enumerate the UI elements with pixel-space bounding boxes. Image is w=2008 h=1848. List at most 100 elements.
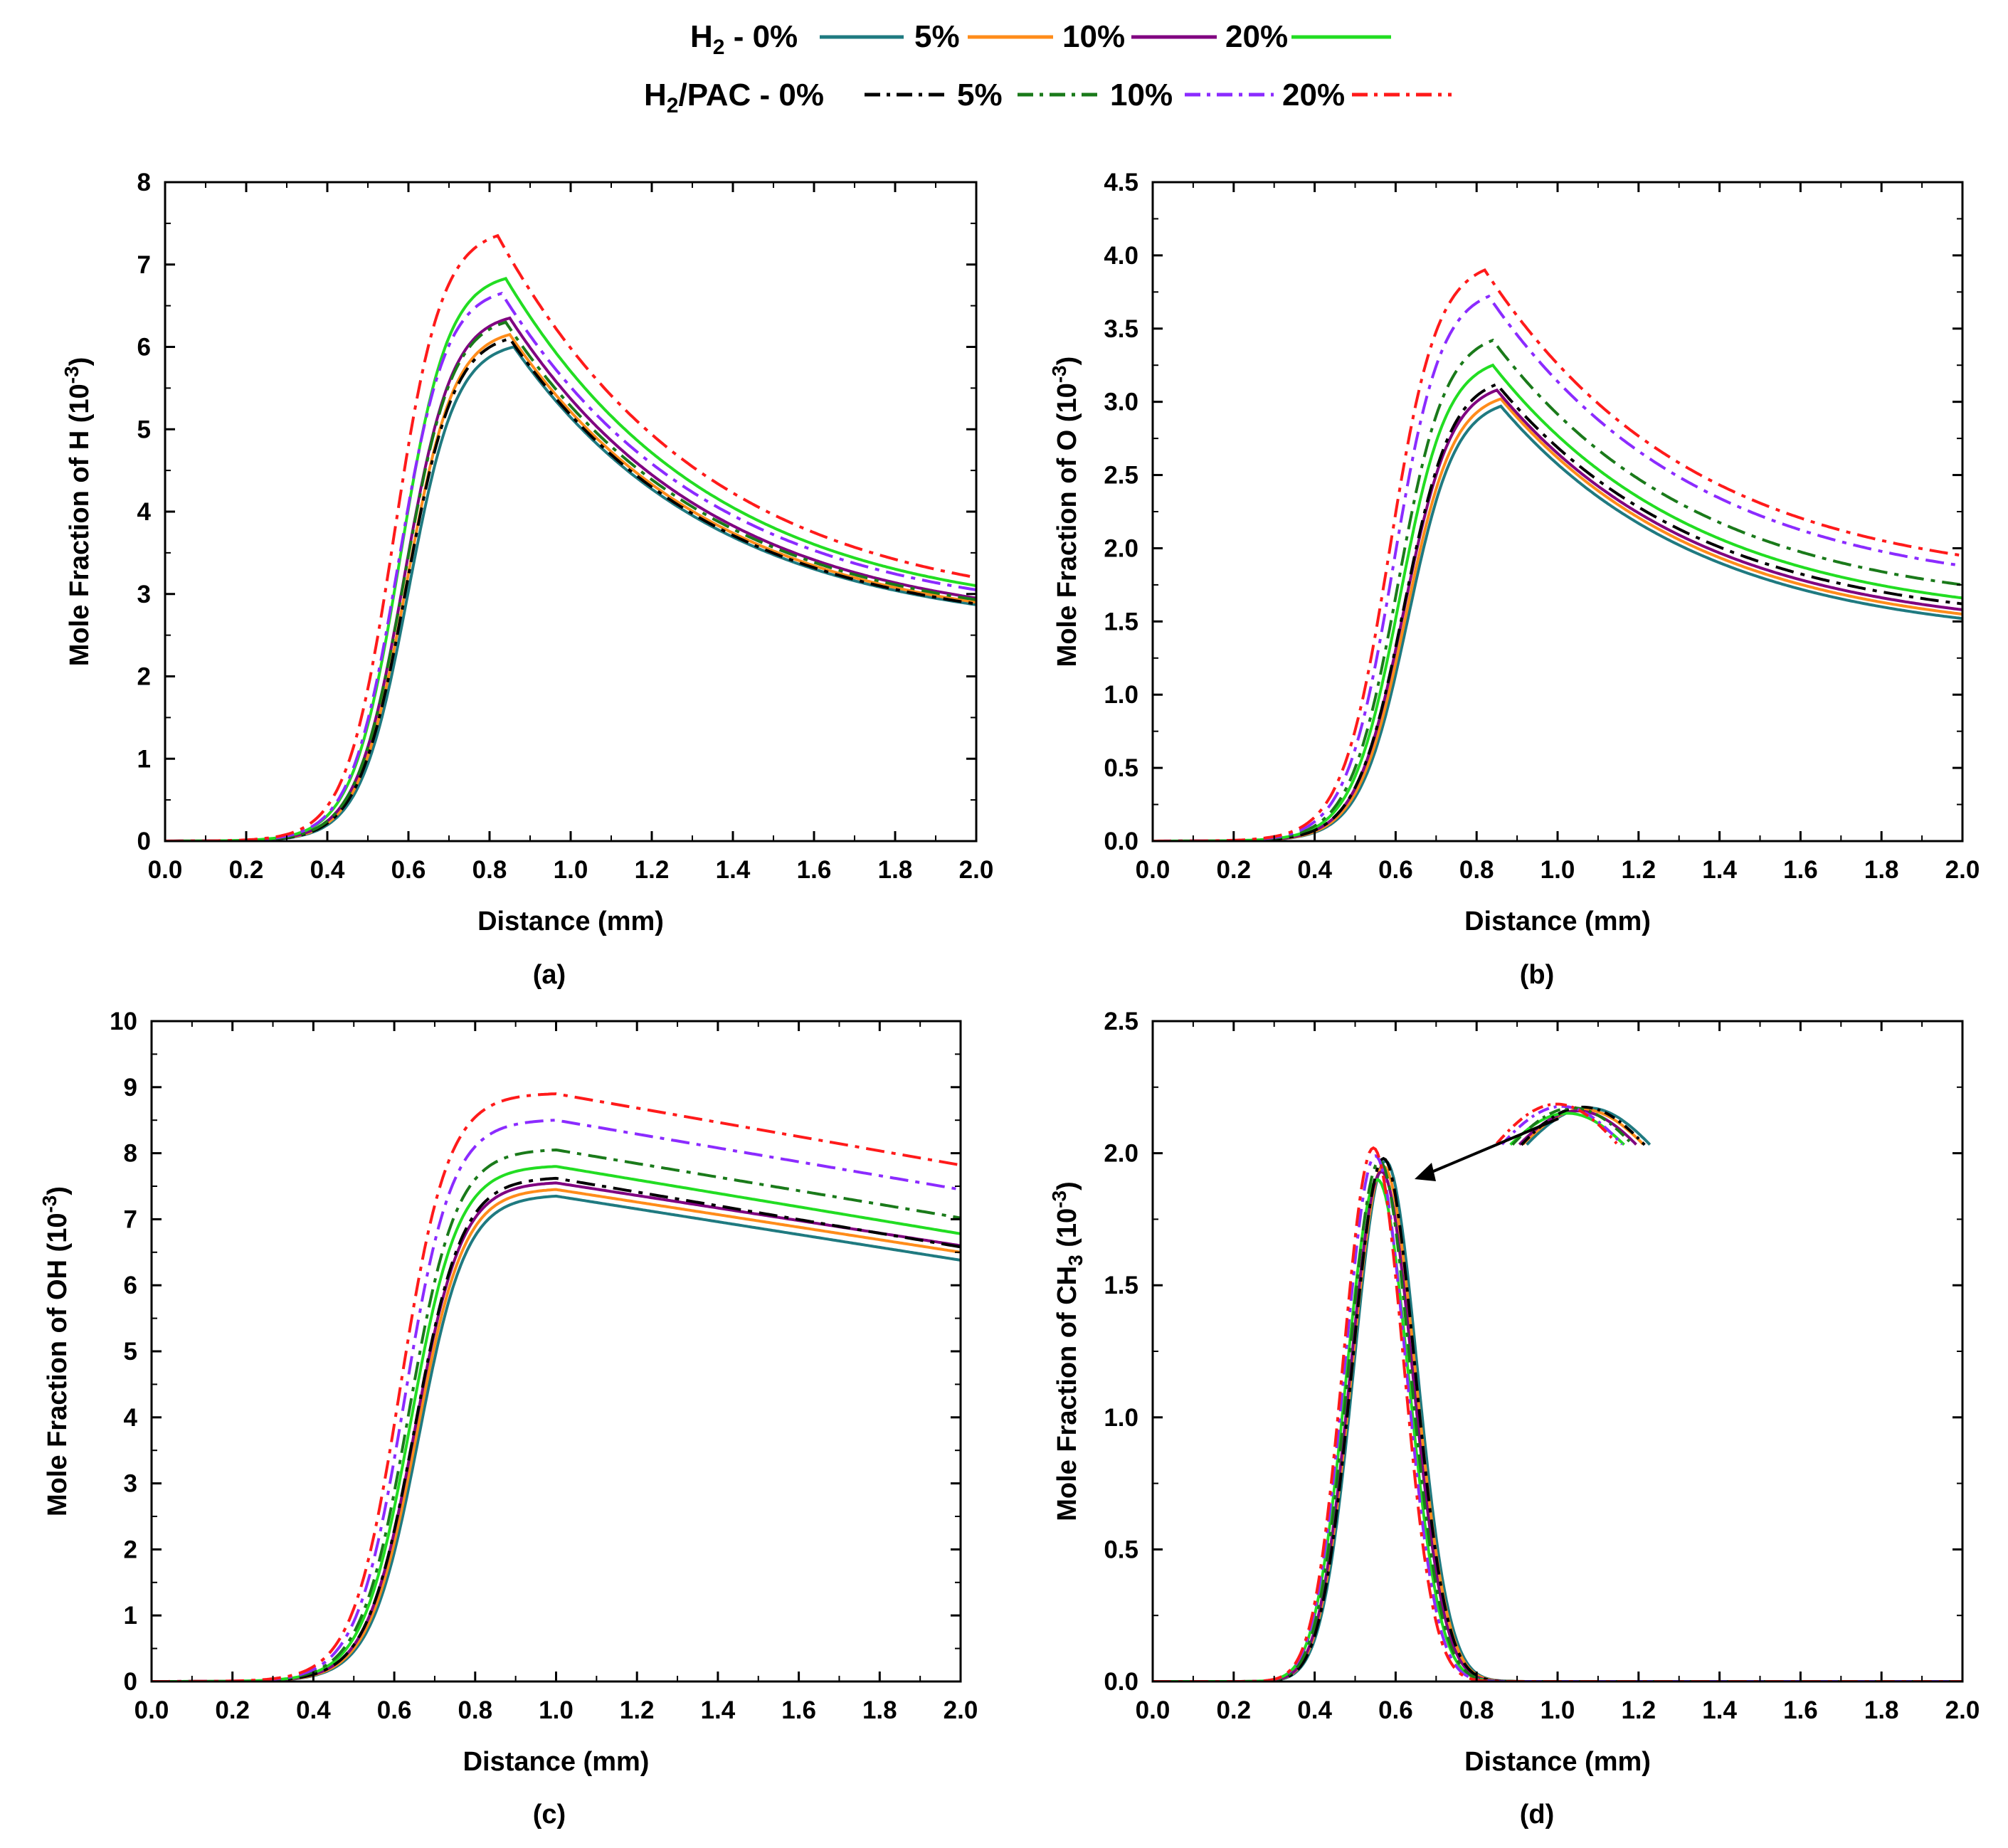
series-line-h2-pac-5- xyxy=(165,320,976,841)
legend-h2pac: H2/PAC - 0% 5% 10% 20% xyxy=(644,78,1452,117)
plot-frame xyxy=(164,181,978,843)
series-group xyxy=(152,1092,961,1681)
x-tick-label: 0.6 xyxy=(377,1696,412,1724)
y-tick-label: 1.5 xyxy=(1104,608,1138,635)
y-tick-label: 3 xyxy=(124,1470,137,1498)
x-tick-label: 2.0 xyxy=(1945,1696,1980,1724)
series-line-h2-pac-10- xyxy=(1153,1153,1962,1681)
series-line-h2-pac-10- xyxy=(165,291,976,841)
y-tick-label: 3 xyxy=(137,581,151,608)
panel-caption: (d) xyxy=(1520,1800,1555,1829)
inset-line-h2-pac-20- xyxy=(1495,1102,1618,1145)
zoom-arrow-head xyxy=(1415,1163,1436,1181)
y-tick-label: 10 xyxy=(110,1008,137,1035)
x-tick-label: 0.8 xyxy=(1459,856,1494,884)
x-tick-label: 1.6 xyxy=(781,1696,816,1724)
x-tick-label: 1.2 xyxy=(1621,856,1656,884)
y-tick-label: 2.5 xyxy=(1104,462,1138,490)
y-axis-title: Mole Fraction of OH (10-3) xyxy=(38,1186,73,1516)
y-tick-label: 2 xyxy=(137,663,151,691)
x-tick-label: 1.6 xyxy=(1783,1696,1818,1724)
legend-h2-prefix: H2 - 0% xyxy=(690,19,798,59)
legend-h2-10: 10% xyxy=(1062,19,1125,54)
series-line-h2-0- xyxy=(1153,1159,1962,1681)
y-tick-label: 5 xyxy=(124,1338,137,1366)
x-tick-label: 1.8 xyxy=(862,1696,897,1724)
y-tick-label: 1 xyxy=(137,745,151,773)
series-line-h2-0- xyxy=(165,345,976,841)
x-tick-label: 0.8 xyxy=(1459,1696,1494,1724)
series-line-h2-20- xyxy=(152,1165,961,1681)
series-line-h2-pac-0- xyxy=(1153,1156,1962,1681)
x-tick-label: 1.0 xyxy=(539,1696,574,1724)
chart-panel-4: 0.0 0.2 0.4 0.6 0.8 1.0 1.2 1.4 1.6 1.8 2.0 0.0 0.5 1… xyxy=(1048,1008,1980,1829)
y-tick-label: 8 xyxy=(137,169,151,196)
y-tick-label: 7 xyxy=(137,251,151,279)
y-tick-label: 6 xyxy=(124,1272,137,1299)
x-tick-label: 1.2 xyxy=(1621,1696,1656,1724)
y-tick-label: 2.0 xyxy=(1104,1140,1138,1168)
legend-h2-20: 20% xyxy=(1225,19,1288,54)
panel-caption: (b) xyxy=(1520,960,1555,990)
x-tick-label: 0.2 xyxy=(229,856,264,884)
y-tick-label: 4.5 xyxy=(1104,169,1138,196)
x-tick-label: 1.0 xyxy=(1541,856,1575,884)
series-line-h2-pac-5- xyxy=(1153,1159,1962,1681)
series-line-h2-20- xyxy=(165,277,976,841)
x-tick-label: 1.2 xyxy=(620,1696,655,1724)
y-tick-label: 9 xyxy=(124,1074,137,1102)
series-group xyxy=(165,233,976,841)
series-group xyxy=(1153,268,1962,841)
plot-frame xyxy=(1151,181,1964,843)
panel-caption: (c) xyxy=(533,1800,566,1829)
inset-line-h2-pac-10- xyxy=(1501,1104,1623,1146)
y-tick-label: 0 xyxy=(124,1668,137,1696)
x-tick-label: 0.2 xyxy=(1216,1696,1251,1724)
y-tick-label: 0.5 xyxy=(1104,1536,1138,1563)
series-line-h2-pac-0- xyxy=(165,337,976,841)
series-line-h2-10- xyxy=(152,1181,961,1681)
y-tick-label: 4 xyxy=(137,498,152,526)
chart-panel-2: 0.0 0.2 0.4 0.6 0.8 1.0 1.2 1.4 1.6 1.8 2.0 0.0 0.5 1… xyxy=(1048,169,1980,990)
y-tick-label: 4.0 xyxy=(1104,242,1138,270)
x-tick-label: 0.8 xyxy=(472,856,507,884)
x-tick-label: 0.4 xyxy=(1297,856,1332,884)
x-tick-label: 0.0 xyxy=(134,1696,169,1724)
inset-line-h2-pac-5- xyxy=(1511,1106,1634,1146)
series-line-h2-20- xyxy=(1153,1178,1962,1681)
chart-panels: 0.0 0.2 0.4 0.6 0.8 1.0 1.2 1.4 1.6 1.8 2.0 0 1 2 3 4 5 6… xyxy=(38,169,1980,1829)
series-line-h2-0- xyxy=(1153,404,1962,841)
legend-h2pac-5: 5% xyxy=(957,78,1003,112)
zoom-inset xyxy=(1415,1102,1652,1181)
x-tick-label: 0.4 xyxy=(1297,1696,1332,1724)
x-tick-label: 0.0 xyxy=(1136,856,1171,884)
legend-h2pac-20: 20% xyxy=(1282,78,1345,112)
y-axis-title: Mole Fraction of O (10-3) xyxy=(1048,357,1082,667)
y-tick-label: 4 xyxy=(124,1404,138,1432)
x-tick-label: 2.0 xyxy=(944,1696,978,1724)
x-tick-label: 0.4 xyxy=(310,856,345,884)
series-line-h2-pac-0- xyxy=(152,1176,961,1681)
series-line-h2-10- xyxy=(1153,1170,1962,1681)
y-tick-label: 0 xyxy=(137,828,151,855)
x-tick-label: 0.4 xyxy=(296,1696,331,1724)
x-tick-label: 1.4 xyxy=(1702,856,1737,884)
series-line-h2-pac-10- xyxy=(152,1119,961,1681)
x-tick-label: 0.6 xyxy=(1378,1696,1413,1724)
series-line-h2-5- xyxy=(165,332,976,841)
y-tick-label: 1.0 xyxy=(1104,681,1138,709)
legend-h2pac-10: 10% xyxy=(1110,78,1173,112)
x-tick-label: 1.8 xyxy=(1864,856,1899,884)
series-line-h2-pac-5- xyxy=(1153,338,1962,841)
x-tick-label: 0.2 xyxy=(215,1696,250,1724)
x-axis-title: Distance (mm) xyxy=(477,907,664,936)
y-tick-label: 5 xyxy=(137,416,151,443)
x-axis-title: Distance (mm) xyxy=(463,1747,650,1777)
x-axis-title: Distance (mm) xyxy=(1464,907,1651,936)
y-tick-label: 8 xyxy=(124,1140,137,1168)
y-tick-label: 1 xyxy=(124,1602,137,1630)
x-tick-label: 1.4 xyxy=(716,856,751,884)
series-line-h2-0- xyxy=(152,1194,961,1681)
chart-panel-1: 0.0 0.2 0.4 0.6 0.8 1.0 1.2 1.4 1.6 1.8 2.0 0 1 2 3 4 5 6… xyxy=(60,169,993,990)
y-tick-label: 2 xyxy=(124,1536,137,1563)
